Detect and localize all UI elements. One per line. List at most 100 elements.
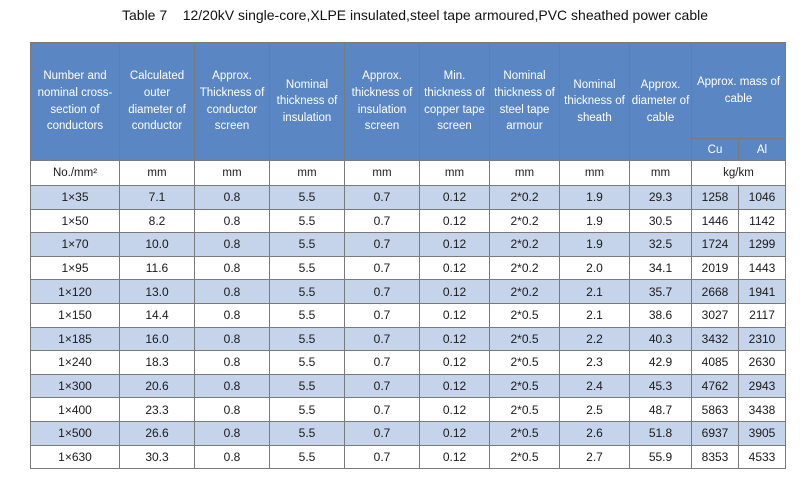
table-cell: 2019 [691, 255, 739, 281]
table-cell: 23.3 [119, 397, 195, 422]
table-cell: 0.8 [194, 279, 270, 304]
header-subrow: Cu Al [31, 138, 786, 161]
header-cell: Approx. Thickness of conductor screen [194, 42, 270, 161]
table-cell: 0.8 [194, 444, 270, 470]
table-cell: 0.8 [194, 420, 270, 446]
table-cell: 1×630 [30, 444, 120, 470]
table-cell: 18.3 [119, 350, 195, 375]
table-cell: 1×50 [30, 208, 120, 234]
table-cell: 2943 [738, 373, 786, 399]
table-cell: 0.12 [419, 208, 490, 234]
table-cell: 4762 [691, 373, 739, 399]
table-cell: 5.5 [269, 397, 345, 422]
subheader-al: Al [738, 138, 786, 161]
table-cell: 0.8 [194, 350, 270, 375]
table-cell: 5863 [691, 397, 739, 422]
table-cell: 2*0.5 [489, 326, 560, 352]
table-cell: 1×95 [30, 255, 120, 281]
table-cell: 1.9 [559, 208, 630, 234]
table-cell: 0.7 [344, 232, 420, 257]
table-cell: 0.8 [194, 185, 270, 210]
table-row: 1×500 26.6 0.8 5.5 0.7 0.12 2*0.5 2.6 51.8 6937 39… [30, 420, 786, 446]
table-row: 1×240 18.3 0.8 5.5 0.7 0.12 2*0.5 2.3 42.9 4085 26… [30, 350, 786, 375]
table-cell: 4085 [691, 350, 739, 375]
table-cell: 10.0 [119, 232, 195, 257]
table-cell: 0.12 [419, 302, 490, 328]
table-cell: 0.7 [344, 279, 420, 304]
table-cell: 3432 [691, 326, 739, 352]
units-row: No./mm² mm mm mm mm mm mm mm mm kg/km [30, 160, 786, 186]
table-cell: 0.8 [194, 326, 270, 352]
table-cell: 0.7 [344, 397, 420, 422]
table-cell: 38.6 [629, 302, 692, 328]
table-cell: 1258 [691, 185, 739, 210]
table-cell: 2*0.5 [489, 420, 560, 446]
table-cell: 5.5 [269, 373, 345, 399]
table-cell: 5.5 [269, 185, 345, 210]
table-cell: 0.7 [344, 208, 420, 234]
table-cell: 2*0.2 [489, 185, 560, 210]
table-cell: 0.7 [344, 255, 420, 281]
unit-cell: mm [559, 160, 630, 186]
table-row: 1×120 13.0 0.8 5.5 0.7 0.12 2*0.2 2.1 35.7 2668 19… [30, 279, 786, 304]
table-cell: 2*0.5 [489, 373, 560, 399]
unit-cell: mm [629, 160, 692, 186]
table-cell: 1.9 [559, 185, 630, 210]
table-cell: 2117 [738, 302, 786, 328]
table-cell: 2310 [738, 326, 786, 352]
table-cell: 1.9 [559, 232, 630, 257]
table-cell: 0.12 [419, 326, 490, 352]
table-cell: 0.8 [194, 208, 270, 234]
table-cell: 5.5 [269, 420, 345, 446]
table-cell: 0.7 [344, 185, 420, 210]
table-cell: 1443 [738, 255, 786, 281]
table-cell: 2.0 [559, 255, 630, 281]
table-cell: 5.5 [269, 350, 345, 375]
table-cell: 0.8 [194, 373, 270, 399]
table-cell: 1×400 [30, 397, 120, 422]
table-cell: 0.12 [419, 232, 490, 257]
table-cell: 29.3 [629, 185, 692, 210]
table-cell: 2.5 [559, 397, 630, 422]
table-cell: 42.9 [629, 350, 692, 375]
table-cell: 1×500 [30, 420, 120, 446]
cable-spec-table: Number and nominal cross-section of cond… [30, 42, 786, 470]
table-cell: 0.8 [194, 255, 270, 281]
table-cell: 0.7 [344, 302, 420, 328]
unit-cell: mm [419, 160, 490, 186]
unit-cell: No./mm² [30, 160, 120, 186]
table-cell: 11.6 [119, 255, 195, 281]
table-cell: 8353 [691, 444, 739, 470]
table-cell: 0.8 [194, 397, 270, 422]
subheader-cu: Cu [691, 138, 739, 161]
table-cell: 0.7 [344, 420, 420, 446]
table-cell: 4533 [738, 444, 786, 470]
table-cell: 0.12 [419, 397, 490, 422]
unit-cell: mm [489, 160, 560, 186]
table-cell: 2668 [691, 279, 739, 304]
table-cell: 2.2 [559, 326, 630, 352]
table-row: 1×185 16.0 0.8 5.5 0.7 0.12 2*0.5 2.2 40.3 3432 23… [30, 326, 786, 352]
unit-cell: kg/km [691, 160, 786, 186]
table-cell: 30.3 [119, 444, 195, 470]
table-cell: 5.5 [269, 326, 345, 352]
unit-cell: mm [119, 160, 195, 186]
table-row: 1×70 10.0 0.8 5.5 0.7 0.12 2*0.2 1.9 32.5 1724 129… [30, 232, 786, 257]
header-row: Number and nominal cross-section of cond… [30, 42, 786, 161]
table-cell: 6937 [691, 420, 739, 446]
table-cell: 1724 [691, 232, 739, 257]
table-cell: 16.0 [119, 326, 195, 352]
unit-cell: mm [269, 160, 345, 186]
table-cell: 0.12 [419, 373, 490, 399]
table-cell: 5.5 [269, 279, 345, 304]
table-title: Table 7 12/20kV single-core,XLPE insulat… [122, 7, 709, 23]
table-cell: 2.7 [559, 444, 630, 470]
header-cell: Approx. mass of cable [691, 42, 786, 139]
table-cell: 0.12 [419, 255, 490, 281]
table-cell: 34.1 [629, 255, 692, 281]
table-cell: 0.12 [419, 420, 490, 446]
table-cell: 30.5 [629, 208, 692, 234]
table-cell: 1941 [738, 279, 786, 304]
table-cell: 1299 [738, 232, 786, 257]
table-cell: 35.7 [629, 279, 692, 304]
